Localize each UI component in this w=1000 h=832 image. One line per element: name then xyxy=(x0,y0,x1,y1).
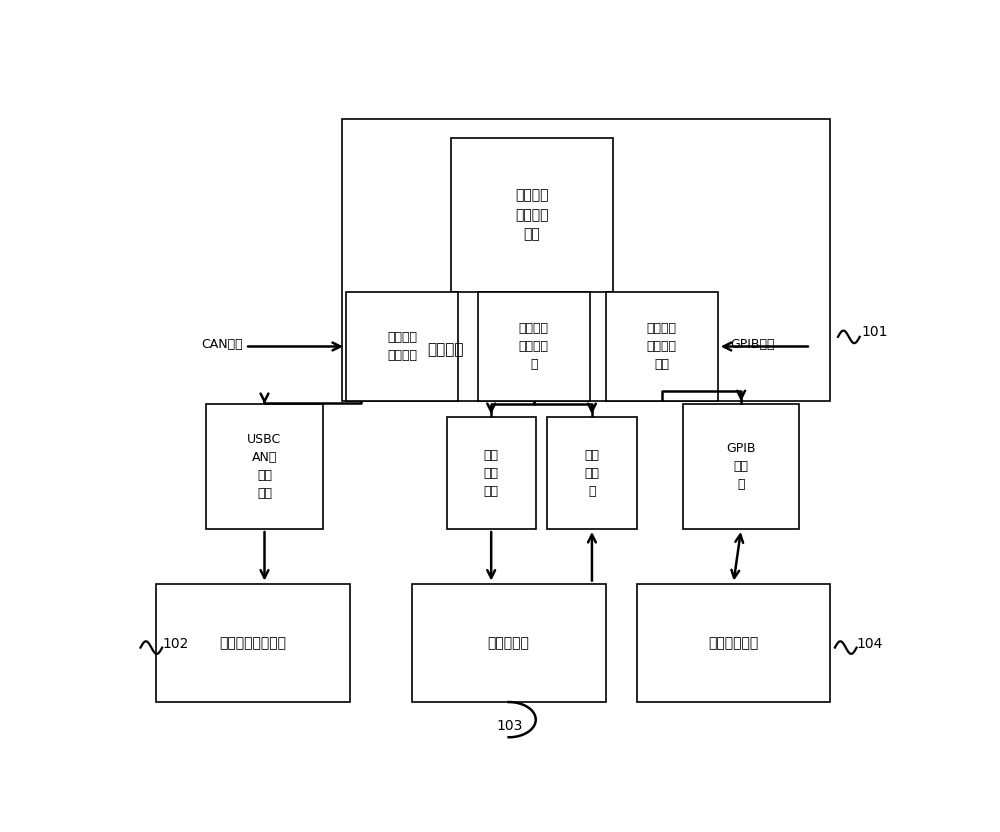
FancyBboxPatch shape xyxy=(206,404,323,529)
Text: GPIB总线: GPIB总线 xyxy=(730,338,775,351)
FancyBboxPatch shape xyxy=(342,119,830,401)
Text: 燃料电池
巡检模块: 燃料电池 巡检模块 xyxy=(387,331,417,362)
Text: 燃料电池
性能分析
模块: 燃料电池 性能分析 模块 xyxy=(515,189,549,241)
Text: 101: 101 xyxy=(861,324,888,339)
Text: 燃料电池堆: 燃料电池堆 xyxy=(488,636,530,650)
FancyBboxPatch shape xyxy=(683,404,799,529)
FancyBboxPatch shape xyxy=(637,583,830,702)
Text: CAN总线: CAN总线 xyxy=(201,338,243,351)
Text: 102: 102 xyxy=(162,637,189,651)
FancyBboxPatch shape xyxy=(478,292,590,401)
Text: 燃料电池
堆控制模
块: 燃料电池 堆控制模 块 xyxy=(519,322,549,371)
Text: USBC
AN总
线适
配器: USBC AN总 线适 配器 xyxy=(247,433,282,500)
FancyBboxPatch shape xyxy=(447,417,536,529)
FancyBboxPatch shape xyxy=(606,292,718,401)
Text: 远程电子
负载控制
模块: 远程电子 负载控制 模块 xyxy=(647,322,677,371)
Text: 主控制器: 主控制器 xyxy=(427,342,464,357)
Text: 燃料电池巡检系统: 燃料电池巡检系统 xyxy=(219,636,286,650)
FancyBboxPatch shape xyxy=(450,138,613,292)
Text: 远程电子负载: 远程电子负载 xyxy=(708,636,759,650)
FancyBboxPatch shape xyxy=(412,583,606,702)
Text: 104: 104 xyxy=(857,637,883,651)
FancyBboxPatch shape xyxy=(547,417,637,529)
Text: 数据
采集
卡: 数据 采集 卡 xyxy=(584,448,599,498)
Text: GPIB
控制
器: GPIB 控制 器 xyxy=(726,442,756,491)
Text: 103: 103 xyxy=(496,720,523,733)
FancyBboxPatch shape xyxy=(156,583,350,702)
Text: 模拟
输出
板卡: 模拟 输出 板卡 xyxy=(484,448,499,498)
FancyBboxPatch shape xyxy=(346,292,458,401)
